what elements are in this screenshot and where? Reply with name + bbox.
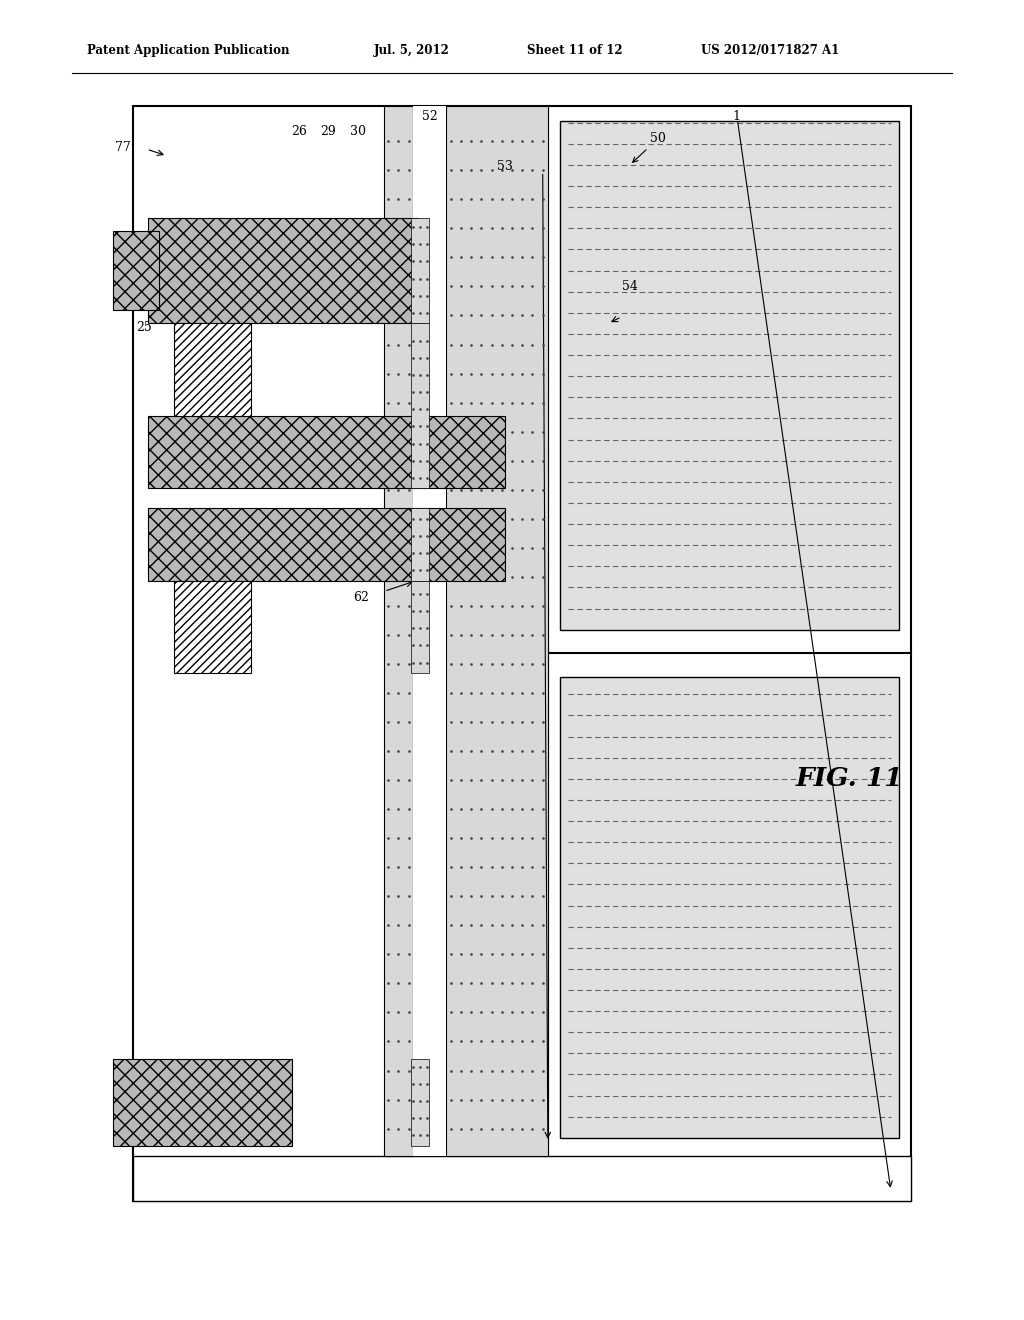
Bar bbox=[384, 106, 413, 1156]
Text: 29: 29 bbox=[319, 125, 336, 139]
Bar bbox=[446, 106, 548, 1156]
Text: 53: 53 bbox=[497, 160, 513, 173]
Text: 7: 7 bbox=[178, 223, 186, 236]
Bar bbox=[560, 121, 899, 630]
Text: FIG. 11: FIG. 11 bbox=[796, 767, 904, 791]
Bar bbox=[113, 231, 159, 310]
Text: 77: 77 bbox=[116, 141, 131, 154]
Text: 1: 1 bbox=[732, 110, 740, 123]
Text: Patent Application Publication: Patent Application Publication bbox=[87, 44, 290, 57]
Bar bbox=[133, 106, 911, 1201]
Bar bbox=[411, 508, 429, 581]
Bar bbox=[133, 1156, 911, 1201]
Text: Jul. 5, 2012: Jul. 5, 2012 bbox=[374, 44, 450, 57]
Bar bbox=[413, 106, 446, 1156]
Text: Sheet 11 of 12: Sheet 11 of 12 bbox=[527, 44, 623, 57]
Text: 27: 27 bbox=[239, 265, 254, 279]
Text: 26: 26 bbox=[291, 125, 307, 139]
Bar bbox=[411, 581, 429, 673]
Text: 6: 6 bbox=[211, 251, 219, 264]
Text: US 2012/0171827 A1: US 2012/0171827 A1 bbox=[701, 44, 840, 57]
Bar bbox=[560, 677, 899, 1138]
Bar bbox=[113, 1059, 292, 1146]
Bar bbox=[411, 323, 429, 488]
Text: 62: 62 bbox=[353, 591, 370, 605]
Text: 30: 30 bbox=[350, 125, 367, 139]
Text: 50: 50 bbox=[633, 132, 667, 162]
Text: 54: 54 bbox=[622, 280, 638, 293]
Bar bbox=[411, 218, 429, 323]
Bar bbox=[174, 323, 251, 416]
Text: 52: 52 bbox=[422, 110, 438, 123]
Bar bbox=[148, 416, 505, 488]
Bar bbox=[148, 218, 418, 323]
Bar bbox=[174, 581, 251, 673]
Text: 5: 5 bbox=[189, 244, 198, 257]
Text: 25: 25 bbox=[136, 321, 152, 334]
Text: 76: 76 bbox=[217, 346, 233, 359]
Bar bbox=[148, 508, 505, 581]
Bar bbox=[411, 1059, 429, 1146]
